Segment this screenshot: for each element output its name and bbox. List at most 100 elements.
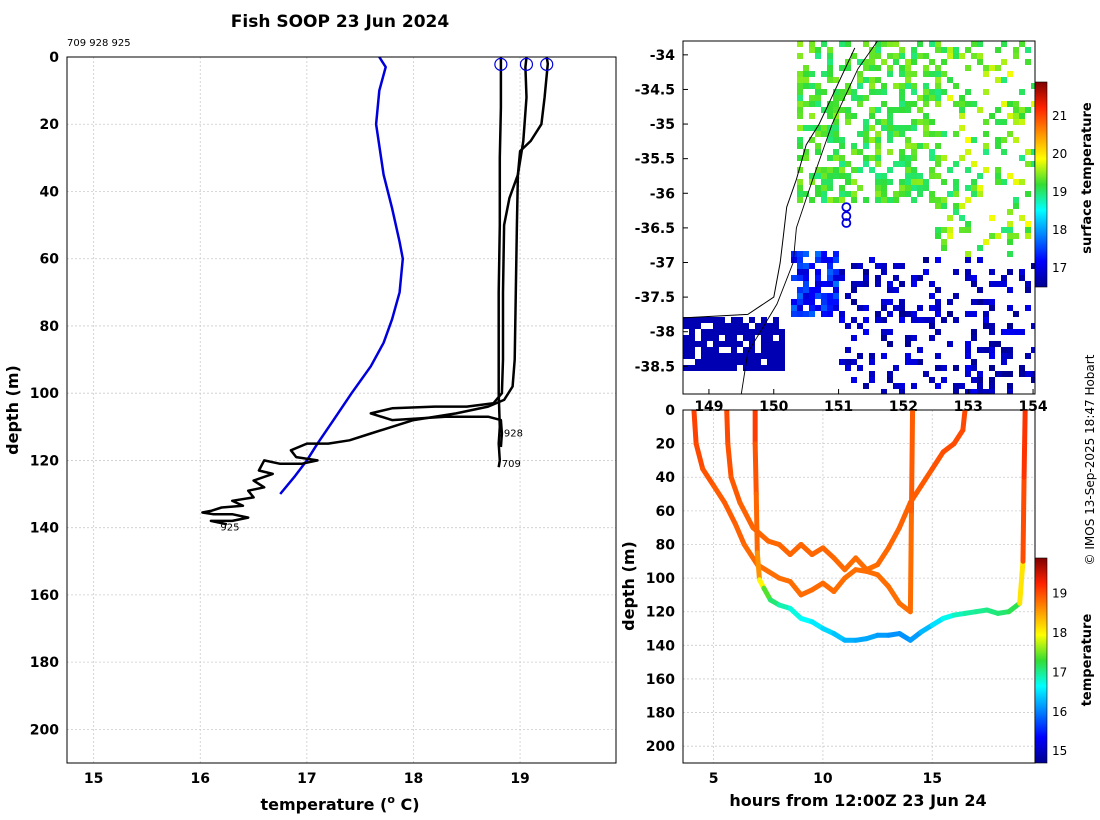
track-segment-928 — [929, 449, 946, 472]
sst-pixel — [845, 119, 851, 125]
sst-pixel — [989, 299, 995, 305]
sst-pixel — [923, 371, 929, 377]
sst-pixel — [683, 353, 689, 359]
sst-pixel — [923, 143, 929, 149]
sst-pixel — [881, 89, 887, 95]
time-ytick-label: 100 — [646, 571, 675, 587]
profile-marker-709 — [494, 57, 508, 71]
sst-pixel — [815, 47, 821, 53]
sst-pixel — [809, 311, 815, 317]
sst-pixel — [827, 185, 833, 191]
sst-pixel — [863, 41, 869, 47]
sst-pixel — [1007, 233, 1013, 239]
time-colorbar-ticks: 15 16 17 18 19 — [1052, 586, 1067, 758]
track-segment-925 — [1021, 410, 1028, 480]
sst-pixel — [809, 197, 815, 203]
sst-pixel — [911, 71, 917, 77]
sst-pixel — [1001, 353, 1007, 359]
sst-pixel — [917, 41, 923, 47]
sst-pixel — [869, 377, 875, 383]
sst-pixel — [953, 47, 959, 53]
map-colorbar — [1034, 81, 1048, 288]
sst-pixel — [1001, 275, 1007, 281]
sst-pixel — [815, 95, 821, 101]
sst-pixel — [833, 305, 839, 311]
sst-pixel — [707, 317, 713, 323]
sst-pixel — [1025, 191, 1031, 197]
sst-pixel — [851, 113, 857, 119]
profile-ytick-label: 20 — [40, 117, 60, 133]
sst-pixel — [827, 269, 833, 275]
sst-pixel — [989, 65, 995, 71]
sst-pixel — [917, 305, 923, 311]
sst-pixel — [989, 329, 995, 335]
sst-pixel — [815, 173, 821, 179]
sst-pixel — [815, 305, 821, 311]
time-ytick-label: 0 — [665, 403, 675, 419]
sst-pixel — [833, 197, 839, 203]
sst-pixel — [935, 329, 941, 335]
sst-pixel — [863, 119, 869, 125]
sst-pixel — [905, 191, 911, 197]
sst-pixel — [779, 329, 785, 335]
sst-pixel — [1025, 287, 1031, 293]
sst-pixel — [737, 317, 743, 323]
sst-pixel — [797, 257, 803, 263]
sst-pixel — [845, 107, 851, 113]
sst-pixel — [977, 287, 983, 293]
sst-pixel — [827, 47, 833, 53]
sst-pixel — [827, 311, 833, 317]
drop-marker — [841, 202, 852, 213]
sst-pixel — [887, 107, 893, 113]
sst-pixel — [719, 359, 725, 365]
sst-pixel — [881, 353, 887, 359]
sst-pixel — [761, 329, 767, 335]
sst-pixel — [749, 335, 755, 341]
sst-pixel — [881, 41, 887, 47]
sst-pixel — [821, 89, 827, 95]
sst-pixel — [953, 53, 959, 59]
sst-pixel — [737, 341, 743, 347]
sst-pixel — [929, 335, 935, 341]
track-segment-709 — [741, 541, 760, 568]
sst-pixel — [929, 293, 935, 299]
sst-pixel — [713, 359, 719, 365]
sst-pixel — [773, 317, 779, 323]
map-ytick-label: -36.5 — [635, 221, 675, 237]
sst-pixel — [953, 131, 959, 137]
sst-pixel — [737, 353, 743, 359]
sst-pixel — [893, 131, 899, 137]
sst-pixel — [1001, 227, 1007, 233]
sst-pixel — [893, 275, 899, 281]
sst-pixel — [857, 95, 863, 101]
sst-pixel — [989, 383, 995, 389]
sst-pixel — [923, 131, 929, 137]
sst-pixel — [887, 179, 893, 185]
sst-pixel — [995, 167, 1001, 173]
profile-ylabel: depth (m) — [3, 365, 22, 455]
sst-pixel — [809, 293, 815, 299]
sst-pixel — [713, 347, 719, 353]
platform-ids: 709 928 925 — [67, 38, 131, 49]
sst-pixel — [863, 143, 869, 149]
sst-pixel — [683, 335, 689, 341]
sst-pixel — [839, 173, 845, 179]
profile-annotation-928: 928 — [504, 429, 523, 440]
sst-pixel — [1025, 149, 1031, 155]
sst-pixel — [851, 95, 857, 101]
sst-pixel — [977, 59, 983, 65]
sst-pixel — [935, 227, 941, 233]
track-segment-928 — [875, 545, 892, 568]
sst-pixel — [791, 275, 797, 281]
sst-pixel — [827, 257, 833, 263]
sst-pixel — [917, 95, 923, 101]
sst-pixel — [851, 191, 857, 197]
sst-pixel — [983, 347, 989, 353]
sst-pixel — [707, 347, 713, 353]
sst-pixel — [869, 65, 875, 71]
sst-pixel — [995, 65, 1001, 71]
sst-pixel — [875, 41, 881, 47]
sst-pixel — [923, 53, 929, 59]
sst-pixel — [869, 113, 875, 119]
sst-pixel — [893, 161, 899, 167]
